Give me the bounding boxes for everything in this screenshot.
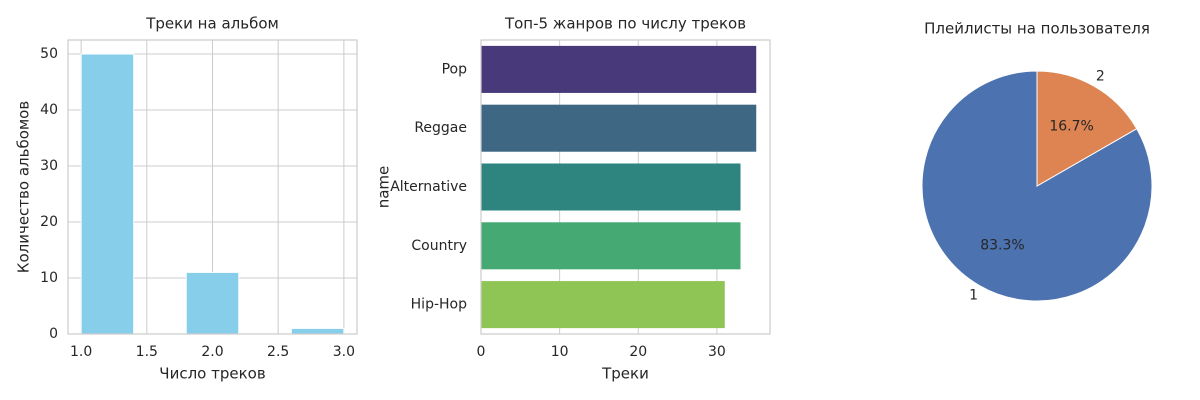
value-label: 83.3% <box>980 238 1024 254</box>
y-tick-label: 50 <box>40 46 58 62</box>
x-tick-label: 20 <box>629 344 647 360</box>
y-tick-label: Pop <box>442 61 468 77</box>
x-tick-label: 2.5 <box>267 344 289 360</box>
y-axis-label: Количество альбомов <box>15 101 33 273</box>
x-tick-label: 3.0 <box>333 344 355 360</box>
bar <box>481 163 741 211</box>
bar <box>481 222 741 270</box>
histogram-bar <box>185 271 240 335</box>
y-tick-label: 40 <box>40 102 58 118</box>
x-tick-label: 30 <box>708 344 726 360</box>
y-tick-label: 10 <box>40 270 58 286</box>
x-tick-label: 2.0 <box>201 344 223 360</box>
histogram-bar <box>290 327 345 335</box>
bar <box>481 45 757 93</box>
x-tick-label: 10 <box>551 344 569 360</box>
y-tick-label: Country <box>411 238 467 254</box>
y-tick-label: 20 <box>40 214 58 230</box>
x-axis-label: Число треков <box>159 365 265 383</box>
x-axis-label: Треки <box>601 365 649 383</box>
y-tick-label: 30 <box>40 158 58 174</box>
y-tick-label: Hip-Hop <box>411 297 467 313</box>
pie-slice <box>1036 70 1138 187</box>
histogram-bar <box>80 53 135 335</box>
axes-frame <box>67 39 358 335</box>
x-tick-label: 1.5 <box>136 344 158 360</box>
y-tick-label: 0 <box>49 326 58 342</box>
slice-label: 1 <box>969 287 978 303</box>
chart-title: Треки на альбом <box>145 15 279 33</box>
slice-label: 2 <box>1096 69 1105 85</box>
chart-title: Плейлисты на пользователя <box>924 20 1150 38</box>
y-tick-label: Reggae <box>414 120 467 136</box>
y-tick-label: Alternative <box>390 179 467 195</box>
x-tick-label: 0 <box>477 344 486 360</box>
chart-title: Топ-5 жанров по числу треков <box>504 15 746 33</box>
value-label: 16.7% <box>1049 118 1093 134</box>
bar <box>481 104 757 152</box>
x-tick-label: 1.0 <box>70 344 92 360</box>
y-axis-label: name <box>375 166 393 209</box>
axes-frame <box>480 39 771 335</box>
bar <box>481 281 725 329</box>
